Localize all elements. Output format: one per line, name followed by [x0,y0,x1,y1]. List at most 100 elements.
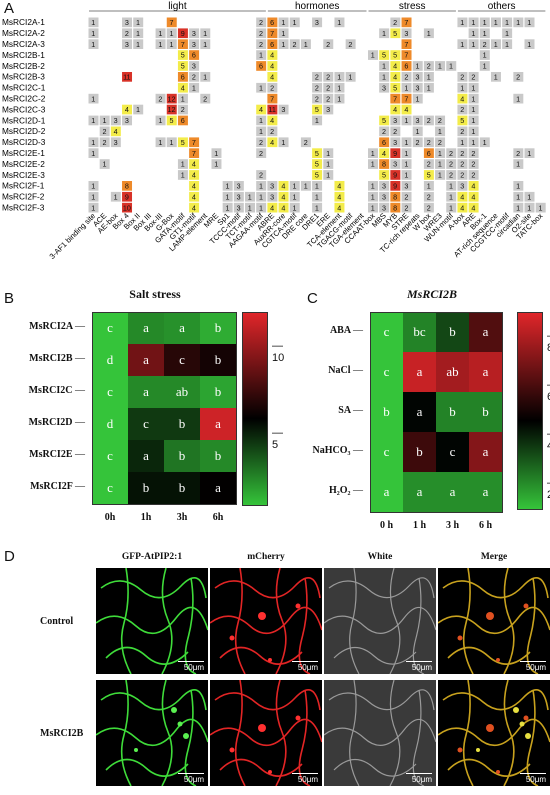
cre-count: 1 [505,18,509,27]
cre-cell [468,17,479,28]
cre-count: 1 [203,29,207,38]
cre-count: 2 [304,138,308,147]
heatmap-row-label: MsRCI2D — [28,417,85,428]
cre-cell [457,159,468,169]
cre-cell [122,28,133,39]
cre-cell [468,72,479,82]
cell-membrane [328,577,435,599]
cre-cell [312,202,323,213]
cre-cell [88,39,99,49]
element-label: 3-AF1 binding site [48,211,98,261]
cre-count: 1 [427,182,431,191]
heatmap-row-label: MsRCI2E — [29,449,85,460]
cre-count: 1 [293,18,297,27]
cre-count: 4 [259,105,263,114]
cre-cell [334,191,345,202]
cre-cell [88,28,99,39]
cre-cell [267,82,278,93]
cell-membrane [214,577,321,599]
cell-membrane [161,568,173,674]
cre-count: 1 [404,149,408,158]
cre-cell [446,202,457,213]
cre-count: 1 [91,94,95,103]
cre-count: 1 [449,192,453,201]
cell-membrane [412,577,425,674]
cre-cell [256,17,267,28]
cell-membrane [526,577,539,674]
organelle [486,724,494,732]
cre-cell [368,50,378,60]
cre-count: 1 [315,182,319,191]
cre-cell [368,202,378,213]
vesicle [513,707,519,713]
cre-count: 5 [382,171,386,180]
cre-count: 4 [181,83,185,92]
cre-cell [99,159,110,169]
cre-count: 3 [114,138,118,147]
heatmap-cell: b [200,440,236,472]
heatmap-cell: a [436,472,469,512]
cre-count: 3 [192,62,196,71]
cre-cell [233,181,244,191]
cre-cell [189,39,200,49]
cre-cell [390,202,401,213]
cre-cell [524,202,535,213]
cre-cell [457,202,468,213]
cre-count: 4 [471,192,475,201]
cre-count: 1 [337,73,341,82]
cre-count: 2 [102,127,106,136]
cre-cell [457,72,468,82]
cell-membrane [324,606,436,634]
cre-count: 3 [416,116,420,125]
cre-count: 3 [416,83,420,92]
cre-cell [88,181,99,191]
gene-label: MsRCI2E-1 [2,148,45,158]
cre-count: 1 [427,73,431,82]
cre-count: 2 [181,105,185,114]
cre-cell [401,28,412,39]
cre-cell [155,28,166,39]
heatmap-cell: b [436,312,469,352]
cre-cell [88,148,99,158]
microscopy-image: 50μm [438,680,550,786]
cre-count: 1 [91,138,95,147]
cre-cell [88,137,99,148]
cre-cell [233,191,244,202]
cre-cell [468,148,479,158]
cre-count: 2 [326,83,330,92]
cre-count: 4 [337,182,341,191]
cre-count: 2 [259,138,263,147]
cre-count: 5 [382,51,386,60]
cre-cell [401,181,412,191]
cre-cell [166,28,177,39]
cre-count: 2 [427,203,431,212]
gene-label: MsRCI2A-1 [2,17,45,27]
cre-count: 3 [382,182,386,191]
heatmap-cell: b [128,472,164,504]
cre-cell [189,82,200,93]
cre-cell [122,39,133,49]
cell-membrane [503,680,515,786]
cre-cell [166,115,177,126]
cell-membrane [96,718,208,747]
cre-count: 3 [393,138,397,147]
cre-count: 1 [516,203,520,212]
cre-count: 3 [315,18,319,27]
organelle [523,603,529,609]
colorbar [242,312,268,506]
cre-count: 1 [136,18,140,27]
heatmap-col-label: 3 h [445,520,460,531]
cre-count: 1 [527,40,531,49]
cre-count: 1 [181,160,185,169]
cre-count: 1 [91,192,95,201]
heatmap-cell: a [403,472,436,512]
cre-count: 1 [516,182,520,191]
cre-count: 4 [270,203,274,212]
organelle [486,612,494,620]
cre-count: 1 [248,203,252,212]
cre-cell [267,93,278,104]
cre-cell [401,137,412,148]
cre-count: 2 [203,94,207,103]
cre-count: 7 [181,40,185,49]
category-label: light [168,1,187,12]
